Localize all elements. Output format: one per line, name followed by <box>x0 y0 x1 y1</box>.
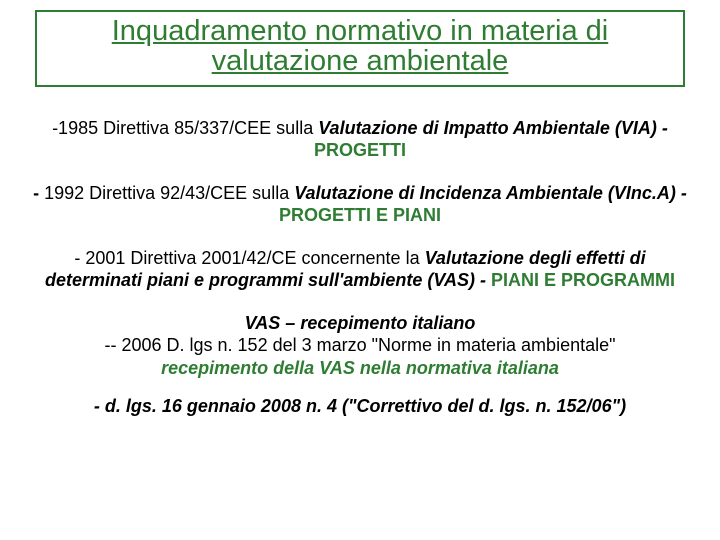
recep-line2: -- 2006 D. lgs n. 152 del 3 marzo "Norme… <box>104 335 615 355</box>
entry-1985-prefix: -1985 Direttiva 85/337/CEE sulla <box>52 118 318 138</box>
title-line1: Inquadramento normativo in materia di <box>112 15 608 47</box>
slide-title: Inquadramento normativo in materia di va… <box>47 16 673 77</box>
entry-2008: - d. lgs. 16 gennaio 2008 n. 4 ("Corrett… <box>20 395 700 418</box>
entry-1985-topic: Valutazione di Impatto Ambientale (VIA) … <box>318 118 668 138</box>
entry-1992-green: PROGETTI E PIANI <box>279 205 441 225</box>
entry-1992-dash: - <box>33 183 44 203</box>
slide: Inquadramento normativo in materia di va… <box>0 0 720 540</box>
entry-2008-text: - d. lgs. 16 gennaio 2008 n. 4 ("Corrett… <box>94 396 626 416</box>
body-content: -1985 Direttiva 85/337/CEE sulla Valutaz… <box>20 117 700 418</box>
entry-1985: -1985 Direttiva 85/337/CEE sulla Valutaz… <box>20 117 700 162</box>
entry-2001: - 2001 Direttiva 2001/42/CE concernente … <box>20 247 700 292</box>
recepimento-block: VAS – recepimento italiano -- 2006 D. lg… <box>20 312 700 380</box>
title-line2: valutazione ambientale <box>212 45 509 77</box>
recep-heading: VAS – recepimento italiano <box>245 313 476 333</box>
entry-1992-prefix: 1992 Direttiva 92/43/CEE sulla <box>44 183 294 203</box>
title-box: Inquadramento normativo in materia di va… <box>35 10 685 87</box>
entry-2001-prefix: - 2001 Direttiva 2001/42/CE concernente … <box>74 248 424 268</box>
entry-1985-green: PROGETTI <box>314 140 406 160</box>
recep-line3: recepimento della VAS nella normativa it… <box>161 358 559 378</box>
entry-1992: - 1992 Direttiva 92/43/CEE sulla Valutaz… <box>20 182 700 227</box>
entry-1992-topic: Valutazione di Incidenza Ambientale (VIn… <box>294 183 687 203</box>
entry-2001-green: PIANI E PROGRAMMI <box>491 270 675 290</box>
